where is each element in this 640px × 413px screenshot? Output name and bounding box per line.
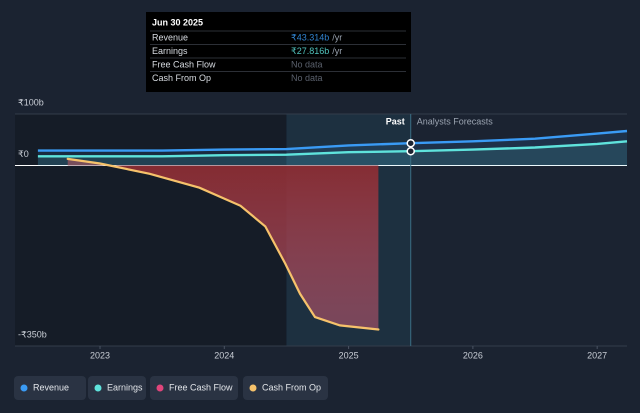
legend-dot	[94, 384, 102, 392]
x-tick-label: 2024	[214, 350, 234, 360]
y-tick-label: -₹350b	[18, 329, 47, 339]
past-label: Past	[386, 116, 405, 126]
x-tick-label: 2027	[587, 350, 607, 360]
tooltip-row-name: Revenue	[152, 32, 188, 42]
tooltip-row-value: ₹27.816b	[291, 46, 329, 56]
x-tick-label: 2023	[90, 350, 110, 360]
tooltip-box	[146, 12, 411, 92]
legend-button[interactable]	[243, 376, 328, 400]
legend-dot	[156, 384, 164, 392]
series-line	[37, 129, 628, 152]
tooltip: Jun 30 2025 Revenue ₹43.314b/yr Earnings ₹2…	[146, 12, 411, 92]
legend-dot	[249, 384, 257, 392]
y-tick-label: ₹0	[18, 149, 29, 159]
legend-button[interactable]	[88, 376, 146, 400]
past-area	[15, 114, 287, 346]
fcf-area	[67, 158, 379, 330]
legend-label: Cash From Op	[262, 382, 321, 392]
legend-label: Earnings	[107, 382, 143, 392]
plot: ₹100b ₹0 -₹350b 2023 2024 2025 2026 2027 Past Ana…	[15, 97, 628, 360]
legend-item[interactable]: Free Cash Flow	[150, 376, 238, 400]
legend-item[interactable]: Revenue	[14, 376, 86, 400]
legend-label: Free Cash Flow	[169, 382, 233, 392]
forecast-label: Analysts Forecasts	[417, 116, 494, 126]
legend-button[interactable]	[14, 376, 86, 400]
tooltip-row-name: Free Cash Flow	[152, 59, 216, 69]
cash-from-op-line	[66, 157, 380, 331]
legend-item[interactable]: Cash From Op	[243, 376, 328, 400]
highlight-marker	[406, 146, 415, 156]
tooltip-row-value: No data	[291, 59, 323, 69]
tooltip-row-unit: /yr	[332, 46, 342, 56]
tooltip-row-unit: /yr	[332, 32, 342, 42]
tooltip-row-name: Cash From Op	[152, 73, 211, 83]
x-tick-label: 2025	[339, 350, 359, 360]
x-tick-label: 2026	[463, 350, 483, 360]
highlight-marker	[406, 138, 415, 148]
legend-dot	[20, 384, 28, 392]
y-tick-label: ₹100b	[18, 97, 44, 107]
tooltip-row-value: ₹43.314b	[291, 32, 329, 42]
legend-item[interactable]: Earnings	[88, 376, 146, 400]
tooltip-row-name: Earnings	[152, 46, 188, 56]
tooltip-date: Jun 30 2025	[152, 17, 203, 27]
legend: Revenue Earnings Free Cash Flow Cash From O…	[14, 376, 328, 400]
series-line	[37, 140, 628, 158]
tooltip-row-value: No data	[291, 73, 323, 83]
legend-label: Revenue	[33, 382, 69, 392]
legend-button[interactable]	[150, 376, 238, 400]
